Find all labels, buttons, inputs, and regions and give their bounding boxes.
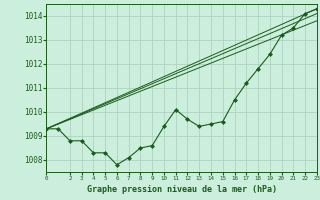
X-axis label: Graphe pression niveau de la mer (hPa): Graphe pression niveau de la mer (hPa) xyxy=(87,185,276,194)
